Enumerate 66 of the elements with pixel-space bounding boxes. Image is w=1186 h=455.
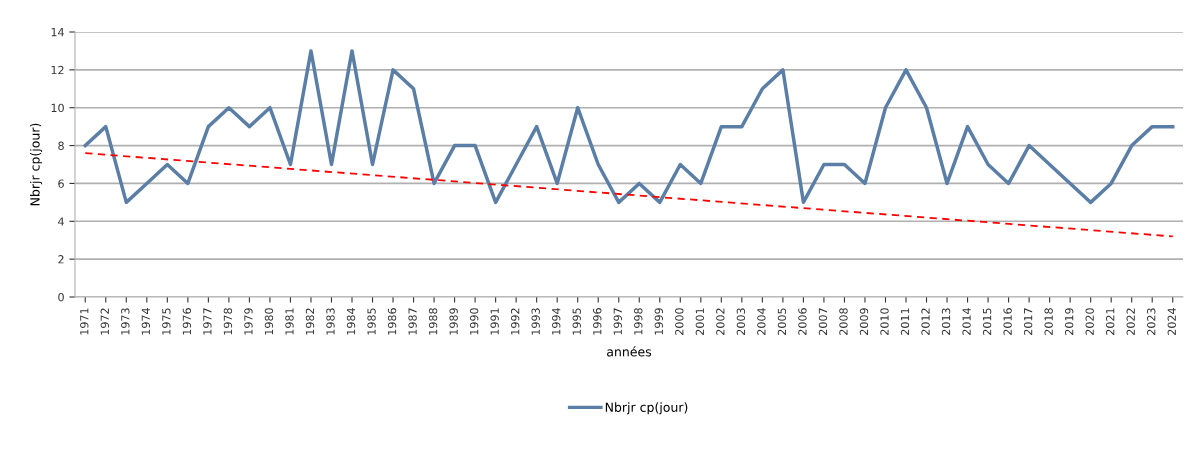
x-tick-label: 2006 <box>798 308 807 335</box>
x-tick-label: 2008 <box>839 308 848 335</box>
x-tick-label: 2020 <box>1085 308 1094 335</box>
y-tick-label: 8 <box>58 141 64 150</box>
x-tick-label: 2000 <box>675 308 684 335</box>
x-tick-label: 1971 <box>80 308 89 335</box>
x-tick-label: 1977 <box>203 308 212 335</box>
x-axis-title: années <box>607 346 652 357</box>
y-tick-label: 4 <box>58 217 64 226</box>
x-tick-label: 2022 <box>1126 308 1135 335</box>
x-tick-label: 1979 <box>244 308 253 335</box>
x-tick-label: 2014 <box>962 308 971 335</box>
x-tick-label: 1987 <box>408 308 417 335</box>
x-tick-label: 2024 <box>1167 308 1176 335</box>
x-tick-label: 1995 <box>572 308 581 335</box>
x-tick-label: 2001 <box>695 308 705 335</box>
x-tick-label: 1978 <box>223 308 233 335</box>
legend-label: Nbrjr cp(jour) <box>605 402 688 415</box>
x-tick-label: 1981 <box>285 308 294 335</box>
x-tick-label: 1994 <box>552 308 561 335</box>
x-tick-label: 1988 <box>428 308 438 335</box>
y-tick-label: 10 <box>51 103 64 113</box>
x-tick-label: 2017 <box>1023 308 1033 335</box>
x-tick-label: 2021 <box>1106 308 1115 335</box>
x-tick-label: 1998 <box>634 308 643 335</box>
x-tick-label: 1990 <box>469 308 479 335</box>
x-tick-label: 1984 <box>346 308 356 335</box>
x-tick-label: 2004 <box>757 308 766 335</box>
x-tick-label: 2013 <box>941 308 951 335</box>
x-tick-label: 1982 <box>305 308 315 335</box>
x-tick-label: 2010 <box>880 308 889 335</box>
x-tick-label: 2011 <box>900 308 910 335</box>
x-tick-label: 1972 <box>100 308 109 335</box>
x-tick-label: 2023 <box>1147 308 1156 335</box>
x-tick-label: 1986 <box>387 308 397 335</box>
x-tick-label: 2003 <box>736 308 746 335</box>
x-tick-label: 2007 <box>818 308 828 335</box>
line-series <box>83 49 1175 205</box>
x-tick-label: 1976 <box>182 308 192 335</box>
x-tick-label: 2015 <box>982 308 992 335</box>
y-tick-label: 6 <box>58 179 64 188</box>
x-tick-label: 2002 <box>716 308 725 335</box>
x-tick-label: 1991 <box>490 308 499 335</box>
x-tick-label: 1989 <box>449 308 458 335</box>
x-tick-label: 1997 <box>613 308 622 335</box>
x-tick-label: 1996 <box>593 308 602 335</box>
y-tick-label: 14 <box>51 28 64 37</box>
x-tick-label: 1992 <box>510 308 520 335</box>
x-tick-label: 1975 <box>162 308 171 335</box>
x-tick-label: 1999 <box>654 308 663 335</box>
x-tick-label: 2012 <box>921 308 930 335</box>
x-tick-label: 2009 <box>859 308 869 335</box>
y-tick-label: 12 <box>51 65 64 75</box>
x-tick-label: 2018 <box>1044 308 1053 335</box>
x-tick-label: 2019 <box>1064 308 1074 335</box>
y-axis-title: Nbrjr cp(jour) <box>30 123 43 206</box>
y-tick-label: 2 <box>58 255 64 264</box>
x-tick-label: 2016 <box>1003 308 1012 335</box>
x-tick-label: 1973 <box>121 308 130 335</box>
x-tick-label: 2005 <box>777 308 787 335</box>
x-tick-label: 1983 <box>326 308 335 335</box>
x-tick-label: 1993 <box>531 308 540 335</box>
x-tick-label: 1974 <box>141 308 151 335</box>
x-tick-label: 1985 <box>367 308 376 335</box>
y-tick-label: 0 <box>58 292 64 302</box>
x-tick-label: 1980 <box>264 308 274 335</box>
